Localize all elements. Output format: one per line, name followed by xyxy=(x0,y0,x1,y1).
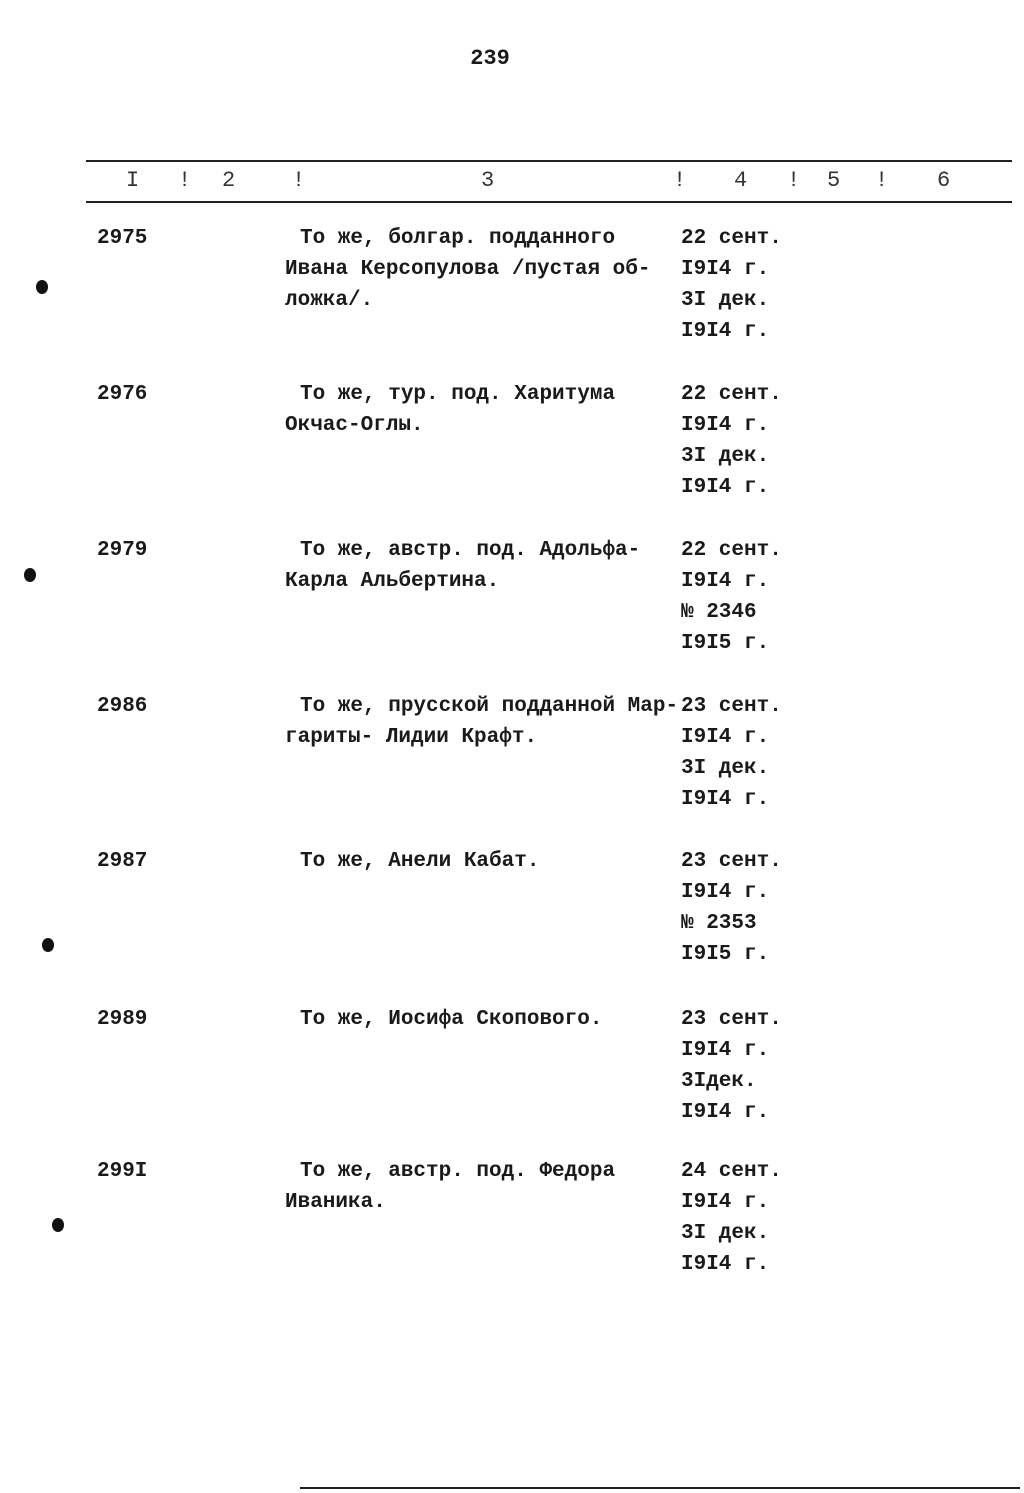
item-dates: 22 сент. I9I4 г. 3I дек. I9I4 г. xyxy=(681,379,782,503)
date-line: I9I4 г. xyxy=(681,320,770,343)
date-line: 3Iдек. xyxy=(681,1070,757,1093)
item-number: 2987 xyxy=(97,850,148,873)
item-description: То же, Иосифа Скопового. xyxy=(285,1004,685,1035)
item-dates: 24 сент. I9I4 г. 3I дек. I9I4 г. xyxy=(681,1156,782,1280)
date-line: 23 сент. xyxy=(681,1008,782,1031)
item-number: 2986 xyxy=(97,695,148,718)
description-line: Окчас-Оглы. xyxy=(285,414,424,437)
item-number: 2975 xyxy=(97,227,148,250)
description-line: То же, Анели Кабат. xyxy=(300,850,540,873)
item-number: 299I xyxy=(97,1160,148,1183)
header-col-5: 5 xyxy=(827,168,841,193)
header-separator: ! xyxy=(292,168,306,193)
date-line: 23 сент. xyxy=(681,850,782,873)
description-line: То же, прусской подданной Мар- xyxy=(300,695,679,718)
description-line: Иваника. xyxy=(285,1191,386,1214)
item-description: То же, австр. под. Адольфа- Карла Альберт… xyxy=(285,535,685,597)
item-number: 2979 xyxy=(97,539,148,562)
date-line: 3I дек. xyxy=(681,289,770,312)
date-line: I9I5 г. xyxy=(681,943,770,966)
item-dates: 23 сент. I9I4 г. 3Iдек. I9I4 г. xyxy=(681,1004,782,1128)
item-description: То же, австр. под. Федора Иваника. xyxy=(285,1156,685,1218)
item-number: 2989 xyxy=(97,1008,148,1031)
item-dates: 23 сент. I9I4 г. 3I дек. I9I4 г. xyxy=(681,691,782,815)
date-line: 23 сент. xyxy=(681,695,782,718)
date-line: 3I дек. xyxy=(681,1222,770,1245)
description-line: То же, тур. под. Харитума xyxy=(300,383,616,406)
description-line: Карла Альбертина. xyxy=(285,570,500,593)
date-line: I9I5 г. xyxy=(681,632,770,655)
date-line: I9I4 г. xyxy=(681,1039,770,1062)
header-col-3: 3 xyxy=(481,168,495,193)
description-line: гариты- Лидии Крафт. xyxy=(285,726,538,749)
date-line: № 2346 xyxy=(681,601,757,624)
item-dates: 22 сент. I9I4 г. 3I дек. I9I4 г. xyxy=(681,223,782,347)
description-line: ложка/. xyxy=(285,289,374,312)
description-line: То же, болгар. подданного xyxy=(300,227,616,250)
date-line: 3I дек. xyxy=(681,757,770,780)
date-line: I9I4 г. xyxy=(681,258,770,281)
punch-hole-mark xyxy=(24,568,36,582)
punch-hole-mark xyxy=(36,280,48,294)
description-line: То же, австр. под. Федора xyxy=(300,1160,616,1183)
description-line: То же, австр. под. Адольфа- xyxy=(300,539,641,562)
item-description: То же, болгар. подданного Ивана Керсопуло… xyxy=(285,223,685,316)
header-separator: ! xyxy=(875,168,889,193)
punch-hole-mark xyxy=(52,1218,64,1232)
date-line: 24 сент. xyxy=(681,1160,782,1183)
punch-hole-mark xyxy=(42,938,54,952)
date-line: I9I4 г. xyxy=(681,1253,770,1276)
header-col-6: 6 xyxy=(937,168,951,193)
description-line: То же, Иосифа Скопового. xyxy=(300,1008,603,1031)
item-description: То же, Анели Кабат. xyxy=(285,846,685,877)
bottom-rule xyxy=(300,1487,1020,1489)
header-separator: ! xyxy=(178,168,192,193)
header-separator: ! xyxy=(787,168,801,193)
date-line: I9I4 г. xyxy=(681,1101,770,1124)
item-description: То же, прусской подданной Мар-гариты- Ли… xyxy=(285,691,685,753)
date-line: 3I дек. xyxy=(681,445,770,468)
date-line: № 2353 xyxy=(681,912,757,935)
item-dates: 22 сент. I9I4 г. № 2346 I9I5 г. xyxy=(681,535,782,659)
item-description: То же, тур. под. Харитума Окчас-Оглы. xyxy=(285,379,685,441)
date-line: I9I4 г. xyxy=(681,726,770,749)
date-line: I9I4 г. xyxy=(681,881,770,904)
date-line: I9I4 г. xyxy=(681,1191,770,1214)
date-line: 22 сент. xyxy=(681,227,782,250)
date-line: I9I4 г. xyxy=(681,570,770,593)
header-col-4: 4 xyxy=(734,168,748,193)
header-col-2: 2 xyxy=(222,168,236,193)
item-number: 2976 xyxy=(97,383,148,406)
header-col-1: I xyxy=(126,168,140,193)
table-header-top-rule xyxy=(86,160,1012,162)
page-number: 239 xyxy=(470,46,510,71)
date-line: 22 сент. xyxy=(681,539,782,562)
date-line: I9I4 г. xyxy=(681,788,770,811)
date-line: 22 сент. xyxy=(681,383,782,406)
header-separator: ! xyxy=(673,168,687,193)
date-line: I9I4 г. xyxy=(681,476,770,499)
item-dates: 23 сент. I9I4 г. № 2353 I9I5 г. xyxy=(681,846,782,970)
date-line: I9I4 г. xyxy=(681,414,770,437)
table-header-bottom-rule xyxy=(86,201,1012,203)
description-line: Ивана Керсопулова /пустая об- xyxy=(285,258,651,281)
